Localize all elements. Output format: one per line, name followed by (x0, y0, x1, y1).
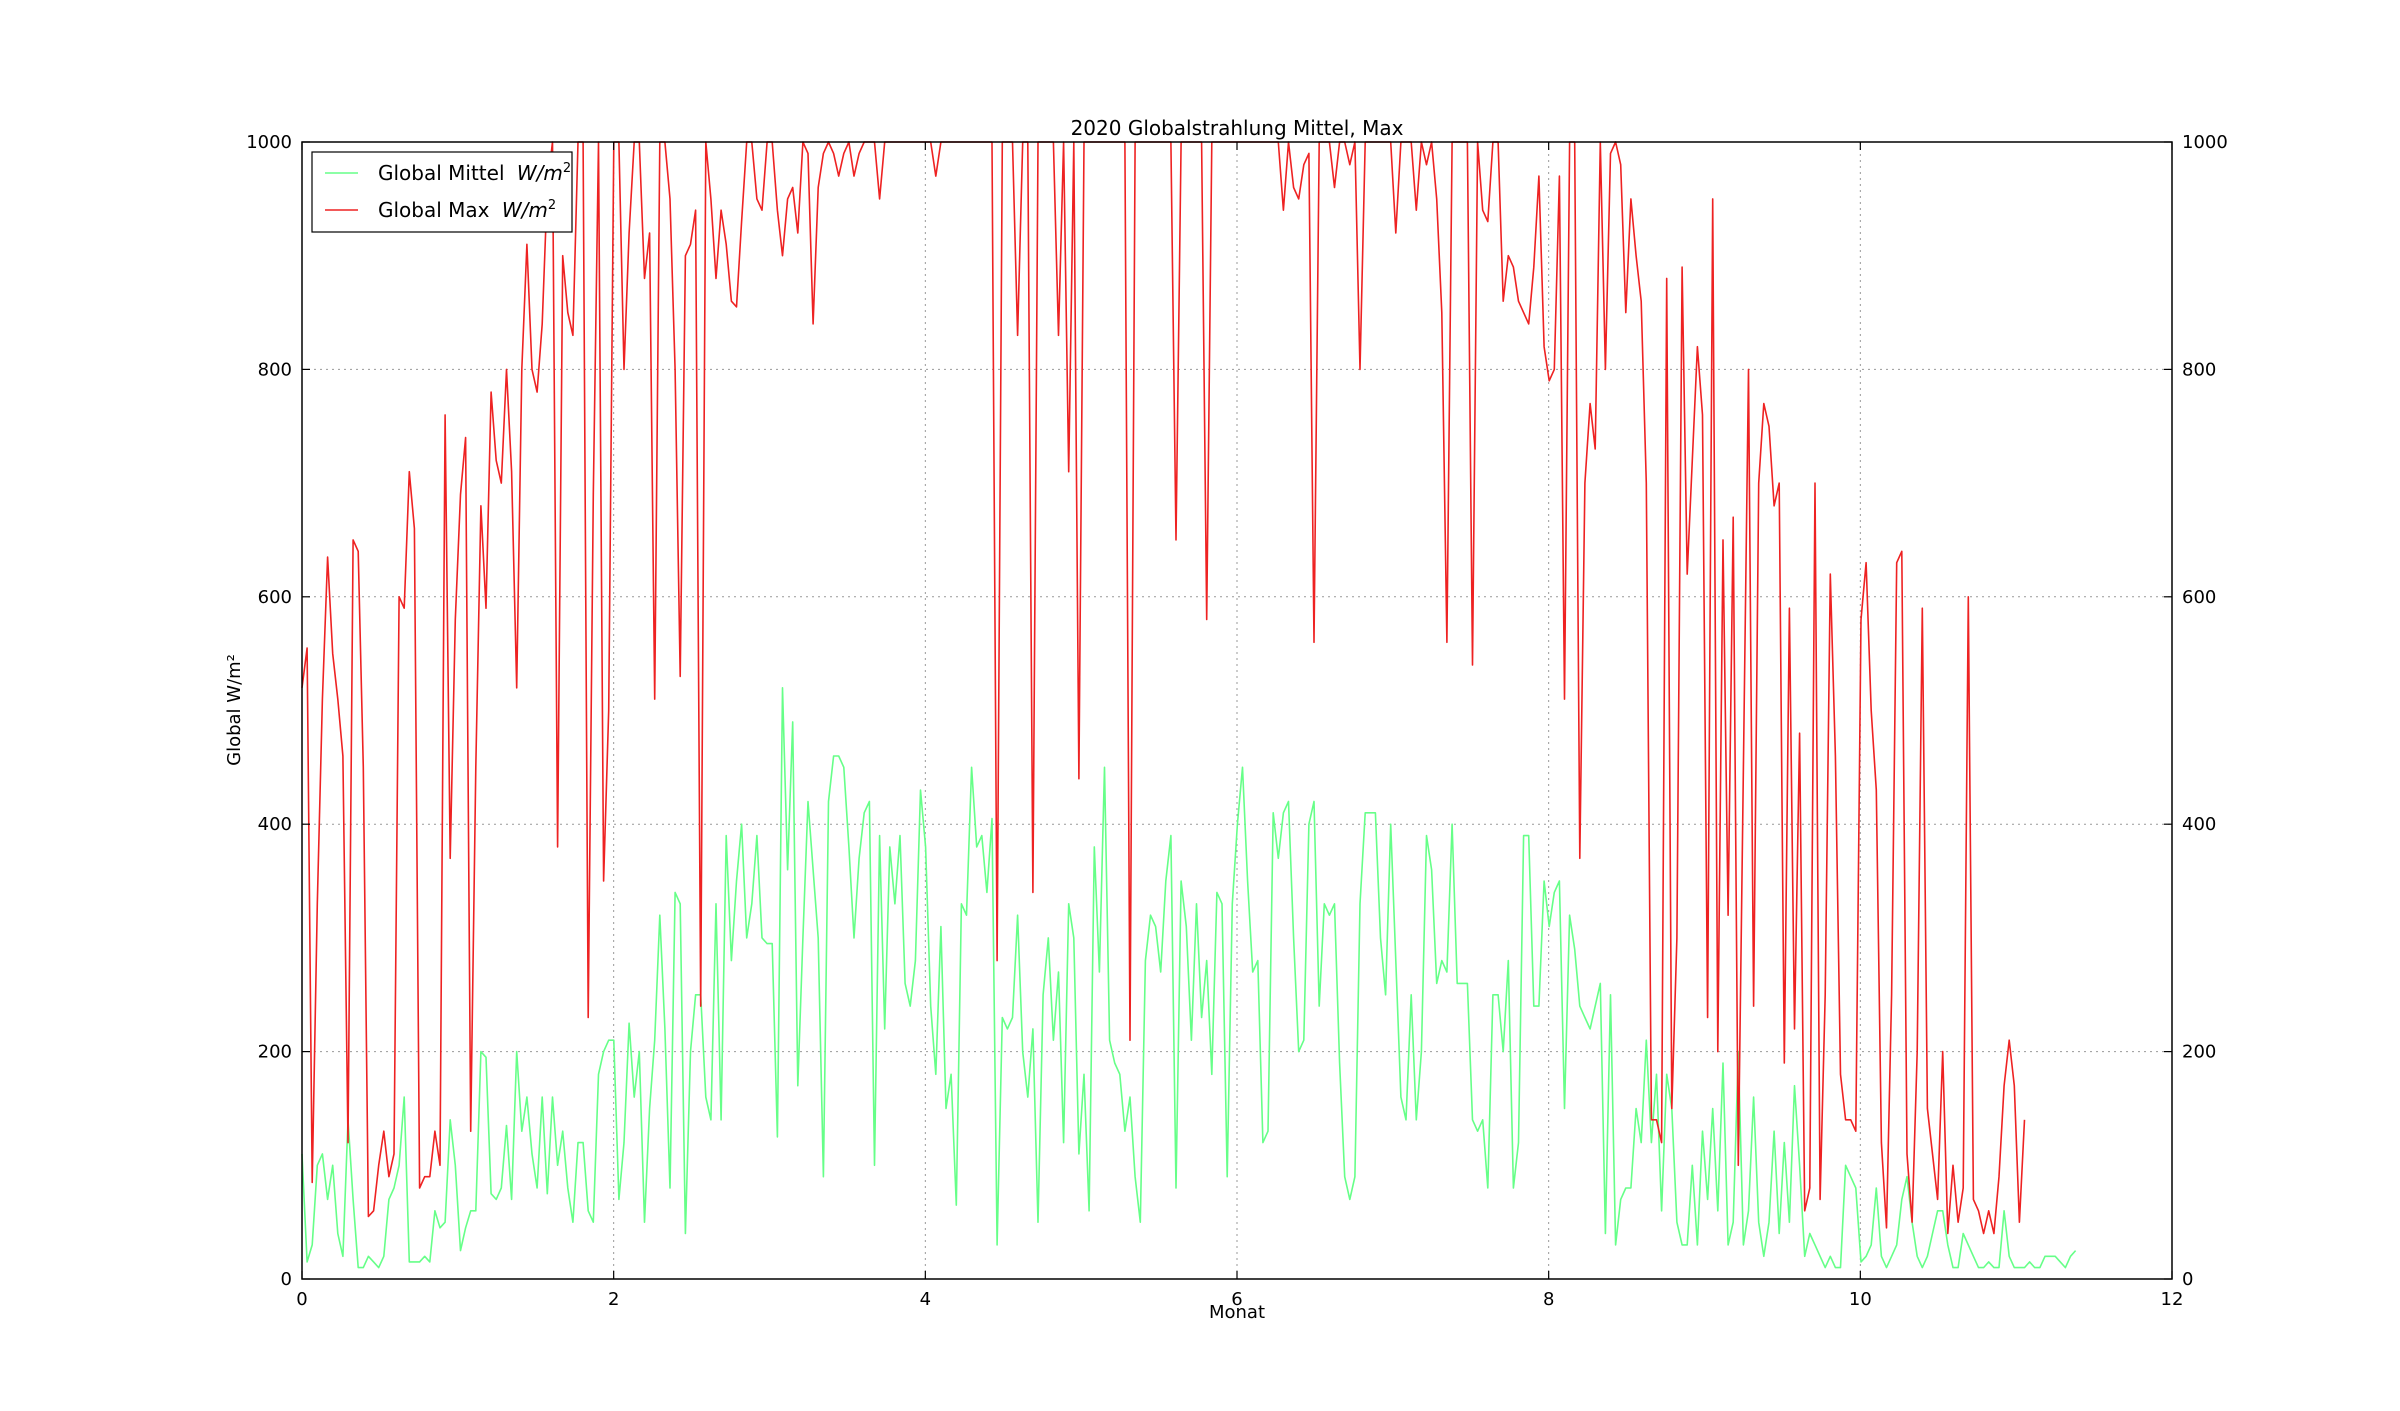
y-tick-label-right: 400 (2182, 814, 2216, 835)
legend-unit-max: W/m (502, 198, 548, 222)
legend-label-mittel: Global Mittel W/m2 (378, 161, 571, 185)
legend-unit-mittel-exp: 2 (563, 161, 571, 176)
y-tick-label-left: 200 (258, 1042, 292, 1063)
y-tick-label-left: 400 (258, 814, 292, 835)
grid (302, 142, 2172, 1279)
legend: Global Mittel W/m2 Global Max W/m2 (311, 151, 573, 233)
y-axis-label: Global W/m² (224, 654, 245, 766)
y-tick-label-left: 800 (258, 359, 292, 380)
legend-label-mittel-text: Global Mittel (378, 161, 505, 185)
y-tick-label-right: 0 (2182, 1269, 2193, 1290)
x-tick-label: 8 (1543, 1289, 1554, 1310)
y-tick-label-right: 1000 (2182, 132, 2228, 153)
x-tick-label: 2 (608, 1289, 619, 1310)
series-line-max (301, 141, 2026, 1235)
y-tick-label-left: 600 (258, 587, 292, 608)
legend-label-max: Global Max W/m2 (378, 198, 556, 222)
series-line-mittel (301, 686, 2077, 1269)
y-tick-label-right: 800 (2182, 359, 2216, 380)
x-tick-label: 10 (1849, 1289, 1872, 1310)
x-tick-label: 6 (1231, 1289, 1242, 1310)
chart-title: 2020 Globalstrahlung Mittel, Max (1071, 116, 1404, 140)
y-tick-label-left: 1000 (246, 132, 292, 153)
legend-box (311, 151, 573, 233)
x-axis-label: Monat (1209, 1302, 1265, 1323)
x-tick-label: 4 (920, 1289, 931, 1310)
legend-unit-mittel: W/m (517, 161, 563, 185)
series-layer (301, 141, 2077, 1269)
y-tick-label-right: 600 (2182, 587, 2216, 608)
y-tick-label-right: 200 (2182, 1042, 2216, 1063)
y-tick-label-left: 0 (281, 1269, 292, 1290)
x-tick-label: 12 (2161, 1289, 2184, 1310)
y-axis-label-text: Global W/m² (224, 654, 245, 766)
x-tick-label: 0 (296, 1289, 307, 1310)
legend-label-max-text: Global Max (378, 198, 490, 222)
legend-unit-max-exp: 2 (548, 198, 556, 213)
